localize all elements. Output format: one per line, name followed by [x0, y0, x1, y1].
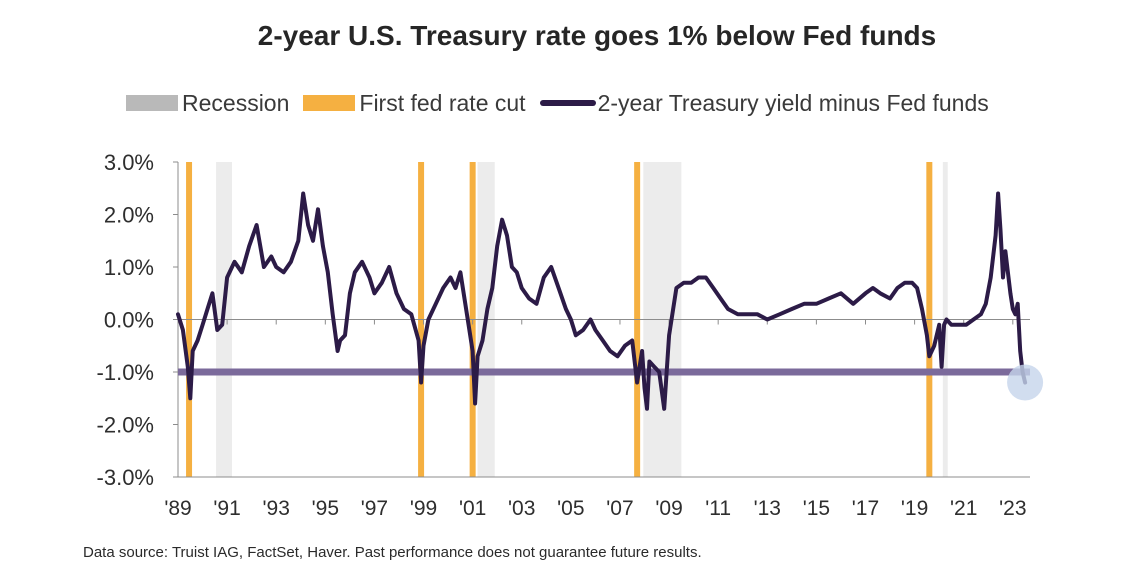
y-tick-label-2: 1.0% — [104, 255, 154, 280]
legend-label-recession: Recession — [182, 89, 290, 116]
current-point-marker — [1007, 364, 1044, 401]
x-tick-label-6: '01 — [459, 497, 486, 520]
x-tick-label-10: '09 — [655, 497, 682, 520]
source-note: Data source: Truist IAG, FactSet, Haver.… — [83, 544, 702, 561]
y-tick-label-4: -1.0% — [97, 360, 154, 385]
y-tick-label-1: 2.0% — [104, 203, 154, 228]
legend-label-rate-cut: First fed rate cut — [359, 89, 526, 116]
x-tick-label-17: '23 — [999, 497, 1026, 520]
x-tick-label-8: '05 — [557, 497, 584, 520]
x-tick-label-12: '13 — [754, 497, 781, 520]
series-group — [176, 191, 1028, 411]
marker-group — [1007, 364, 1044, 401]
x-tick-label-3: '95 — [312, 497, 339, 520]
chart-title: 2-year U.S. Treasury rate goes 1% below … — [257, 20, 937, 51]
x-tick-label-16: '21 — [950, 497, 977, 520]
x-tick-label-13: '15 — [803, 497, 830, 520]
legend-item-rate-cut: First fed rate cut — [303, 89, 526, 117]
series-line-spread — [176, 191, 1028, 411]
x-tick-label-7: '03 — [508, 497, 535, 520]
legend-swatch-rate-cut — [303, 95, 356, 111]
y-tick-label-5: -2.0% — [97, 413, 154, 438]
x-tick-label-15: '19 — [901, 497, 928, 520]
x-tick-label-1: '91 — [213, 497, 240, 520]
y-tick-label-3: 0.0% — [104, 308, 154, 333]
legend-label-spread: 2-year Treasury yield minus Fed funds — [597, 89, 989, 116]
legend: Recession First fed rate cut 2-year Trea… — [126, 88, 1003, 118]
legend-item-recession: Recession — [126, 90, 289, 117]
legend-swatch-recession — [126, 95, 178, 111]
x-tick-label-11: '11 — [705, 497, 731, 520]
legend-item-spread: 2-year Treasury yield minus Fed funds — [539, 89, 989, 117]
y-tick-label-6: -3.0% — [97, 465, 154, 490]
x-tick-label-2: '93 — [263, 497, 290, 520]
x-tick-label-0: '89 — [164, 497, 191, 520]
x-tick-label-5: '99 — [410, 497, 437, 520]
x-tick-labels: '89 '91 '93 '95 '97 '99 '01 '03 '05 '07 '09 '11 '13 '… — [164, 497, 1026, 520]
x-tick-label-4: '97 — [361, 497, 388, 520]
legend-swatch-spread — [539, 100, 596, 106]
y-tick-label-0: 3.0% — [104, 150, 154, 175]
y-tick-labels: 3.0% 2.0% 1.0% 0.0% -1.0% -2.0% -3.0% — [97, 150, 154, 490]
x-tick-label-14: '17 — [852, 497, 879, 520]
x-tick-label-9: '07 — [606, 497, 633, 520]
